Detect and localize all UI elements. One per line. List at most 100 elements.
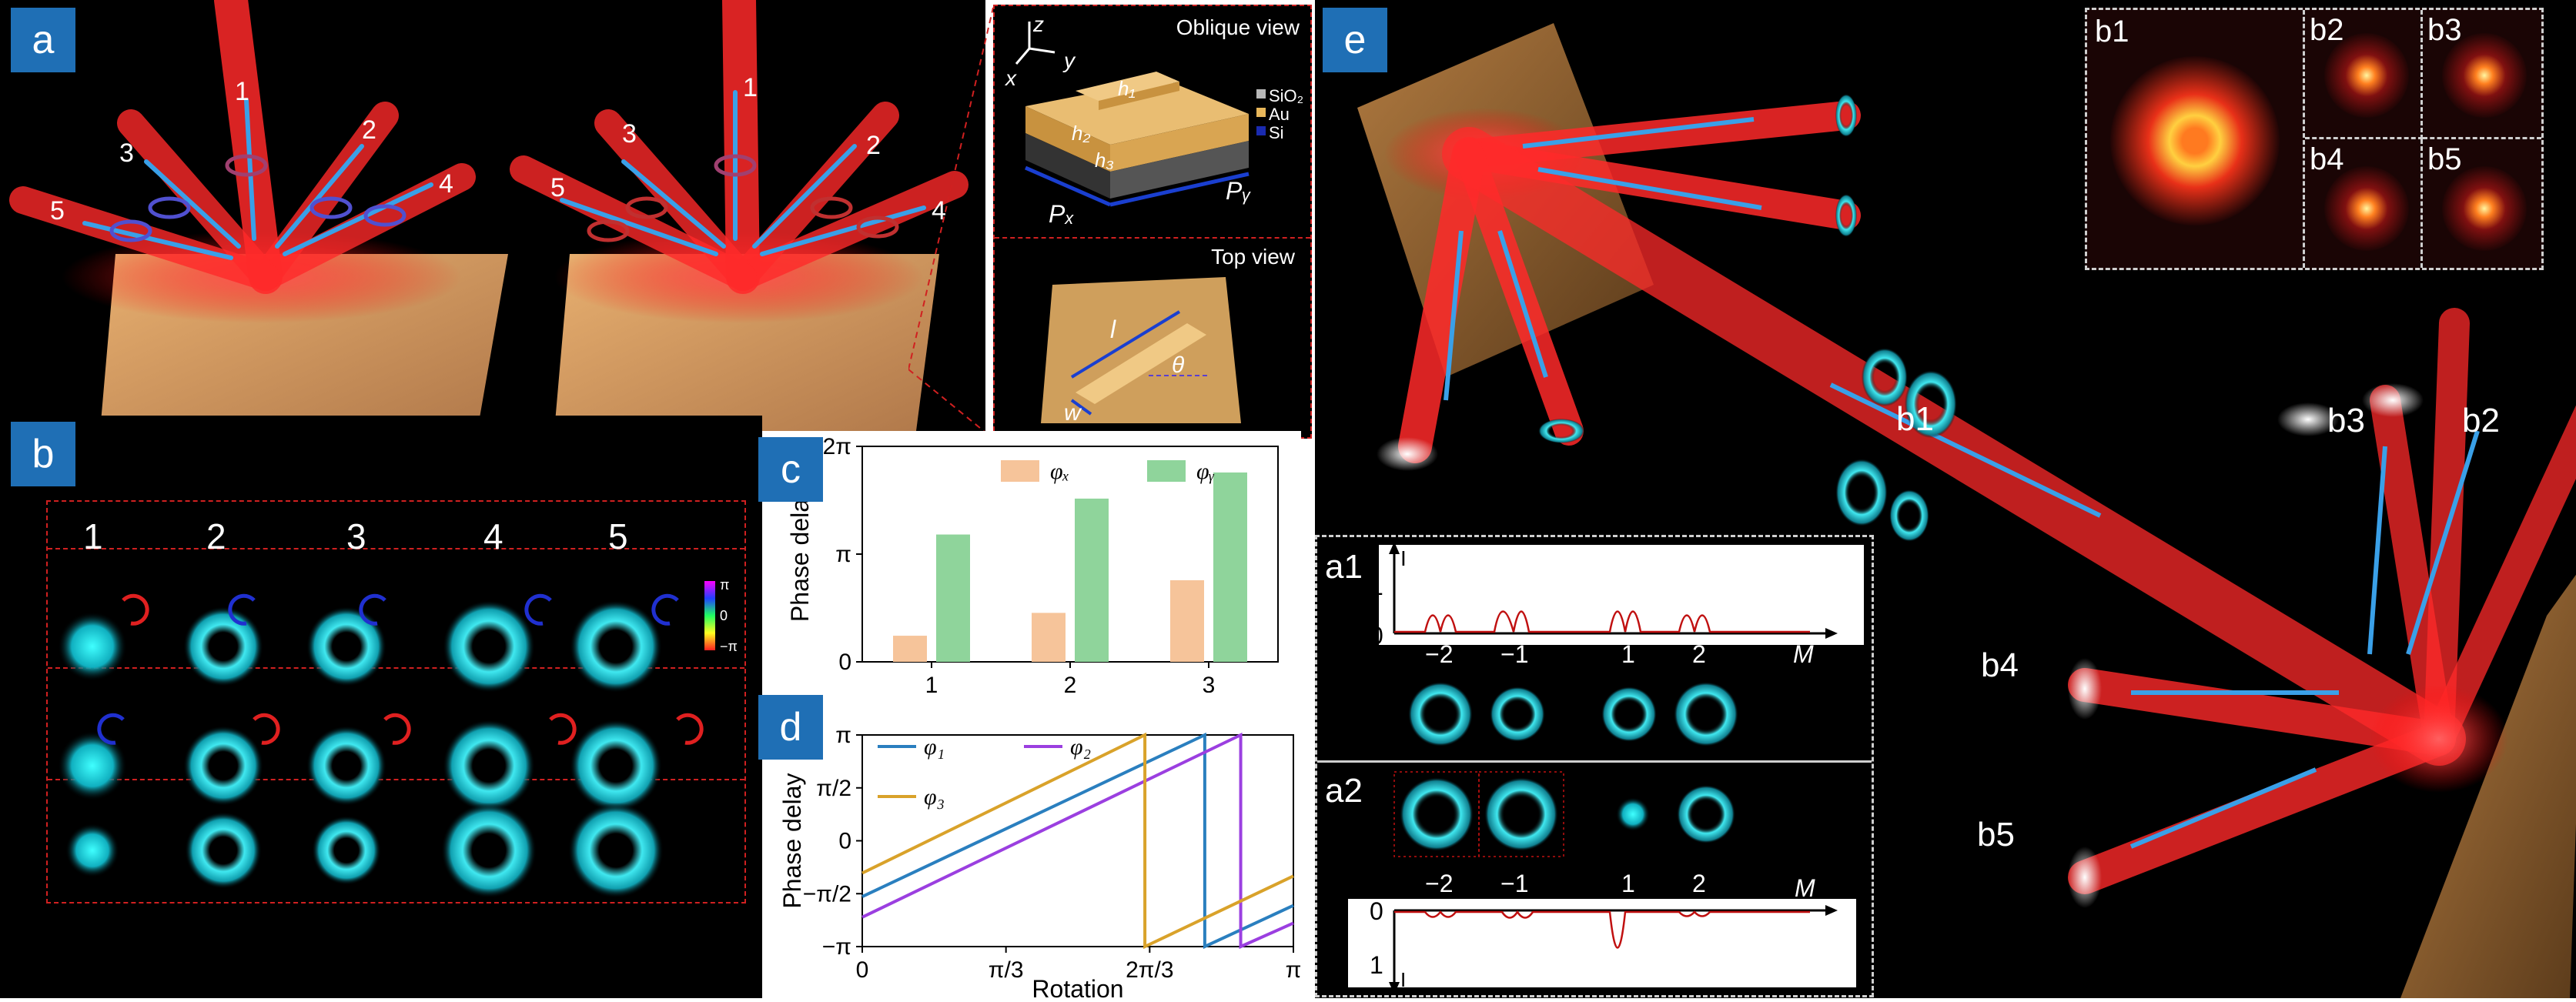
direction-arrows xyxy=(1444,117,2480,849)
x-tick-label: π/3 xyxy=(989,957,1024,983)
inset-label-b5: b5 xyxy=(2427,142,2462,176)
x-tick-label: 3 xyxy=(1203,673,1216,698)
beam-label-5-left: 5 xyxy=(50,196,65,225)
bar-phi-y-3 xyxy=(1213,472,1247,662)
profile-r2-c4 xyxy=(443,720,535,812)
col-label-5: 5 xyxy=(608,516,628,556)
oam-spectra-box: a1 I 1 0 M −2 −1 1 2 a2 xyxy=(1315,535,1874,997)
profile-r1-c3 xyxy=(306,606,386,686)
a2-y-axis-label: I xyxy=(1400,968,1407,991)
a2-tick-1: 1 xyxy=(1621,870,1635,897)
legend-swatch-1 xyxy=(1147,460,1186,482)
oblique-cell-illustration xyxy=(1015,22,1266,207)
inset-b4: b4 xyxy=(2305,139,2423,268)
bar-phi-y-2 xyxy=(1075,498,1109,662)
profile-r3-c3 xyxy=(312,816,381,885)
panel-a: 1 2 3 4 5 1 2 3 4 5 xyxy=(0,0,985,462)
profile-r3-c2 xyxy=(185,812,262,889)
beam-label-4-right: 4 xyxy=(932,196,946,225)
axis-z-label: z xyxy=(1033,12,1044,36)
dim-px-label: Pₓ xyxy=(1049,200,1075,228)
unit-cell-views: Oblique view z x y h₁ h₂ h₃ Pₓ Pᵧ SiO₂ A… xyxy=(993,5,1312,439)
profile-r2-c5 xyxy=(570,720,662,812)
x-tick-label: π xyxy=(1286,957,1301,983)
panel-tag-c: c xyxy=(758,437,823,502)
rotation-arrow-icon xyxy=(228,593,256,626)
a1-spectrum-curve xyxy=(1394,610,1810,633)
a1-y-label-1: 1 xyxy=(1370,573,1383,600)
inset-label-b2: b2 xyxy=(2310,13,2344,47)
beam-label-b1: b1 xyxy=(1896,400,1934,438)
dim-theta-label: θ xyxy=(1172,352,1185,378)
profile-r2-c2 xyxy=(183,726,263,806)
a2-spectrum xyxy=(1389,905,1838,994)
a1-y-axis-label: I xyxy=(1400,546,1407,570)
rotation-arrow-icon xyxy=(122,593,149,626)
dim-l-label: l xyxy=(1110,316,1116,343)
a2-tick-m1: −1 xyxy=(1500,870,1529,897)
legend-label-0: φ₁ xyxy=(924,734,945,760)
a1-tick-2: 2 xyxy=(1692,640,1706,668)
inset-b3: b3 xyxy=(2423,10,2541,139)
beam-label-4-left: 4 xyxy=(439,169,453,199)
legend-label-1: φᵧ xyxy=(1196,459,1215,484)
y-tick-label: 2π xyxy=(823,434,851,459)
profile-r1-c4 xyxy=(443,600,535,693)
beam-label-5-right: 5 xyxy=(550,173,565,202)
a2-tick-m2: −2 xyxy=(1425,870,1454,897)
panel-b: 1 2 3 4 5 xyxy=(0,416,762,998)
inset-label-b4: b4 xyxy=(2310,142,2344,176)
col-label-3: 3 xyxy=(346,516,366,556)
top-cell-illustration xyxy=(1041,277,1241,423)
a2-label: a2 xyxy=(1325,772,1363,810)
oam-beam-profiles xyxy=(58,581,715,898)
bar-phi-y-1 xyxy=(936,534,970,662)
beam-label-1-left: 1 xyxy=(235,77,249,106)
a1-beam-rings xyxy=(1408,682,1738,746)
legend-label-0: φₓ xyxy=(1050,459,1069,484)
dim-h3-label: h₃ xyxy=(1095,149,1114,172)
a1-spectrum xyxy=(1389,542,1838,639)
dim-py-label: Pᵧ xyxy=(1226,177,1252,205)
top-view-title: Top view xyxy=(1211,245,1295,269)
a1-tick-m2: −2 xyxy=(1425,640,1454,668)
bar-phi-x-3 xyxy=(1170,579,1204,662)
legend-au: Au xyxy=(1269,105,1290,124)
polarization-icons xyxy=(109,154,899,242)
intensity-insets: b1 b2 b3 b4 b5 xyxy=(2085,8,2544,270)
y-tick-label: −π/2 xyxy=(803,881,851,907)
a1-axes-box xyxy=(1379,545,1864,645)
beam-label-3-right: 3 xyxy=(622,119,637,149)
inset-label-b3: b3 xyxy=(2427,13,2462,47)
col-label-2: 2 xyxy=(206,516,226,556)
y-tick-label: 0 xyxy=(838,829,851,854)
a2-y-label-1: 1 xyxy=(1370,951,1383,979)
a2-y-label-0: 0 xyxy=(1370,897,1383,925)
oam-grid xyxy=(46,500,746,903)
beam-label-b3: b3 xyxy=(2327,402,2365,439)
inset-b2: b2 xyxy=(2305,10,2423,139)
beams-right xyxy=(510,0,969,294)
dim-w-label: w xyxy=(1064,400,1081,426)
profile-r1-c5 xyxy=(570,600,662,693)
x-axis-label: Rotation xyxy=(1032,975,1123,998)
bar-phi-x-1 xyxy=(893,636,927,662)
x-tick-label: 2π/3 xyxy=(1126,957,1173,983)
col-label-1: 1 xyxy=(83,516,103,556)
top-view: Top view l w θ xyxy=(995,239,1310,437)
line-series-2 xyxy=(861,732,1294,950)
a1-label: a1 xyxy=(1325,548,1363,586)
a2-beam-rings xyxy=(1393,771,1735,857)
inset-b1: b1 xyxy=(2087,10,2305,268)
a2-x-axis-label: M xyxy=(1795,874,1815,902)
beam-label-b2: b2 xyxy=(2462,402,2500,439)
a1-x-axis-label: M xyxy=(1793,640,1814,668)
dim-h2-label: h₂ xyxy=(1072,122,1091,145)
rotation-arrow-icon xyxy=(651,593,679,626)
legend-swatch-0 xyxy=(1001,460,1039,482)
bar-phi-x-2 xyxy=(1032,613,1066,662)
profile-r1-c2 xyxy=(183,606,263,686)
x-tick-label: 2 xyxy=(1064,673,1077,698)
